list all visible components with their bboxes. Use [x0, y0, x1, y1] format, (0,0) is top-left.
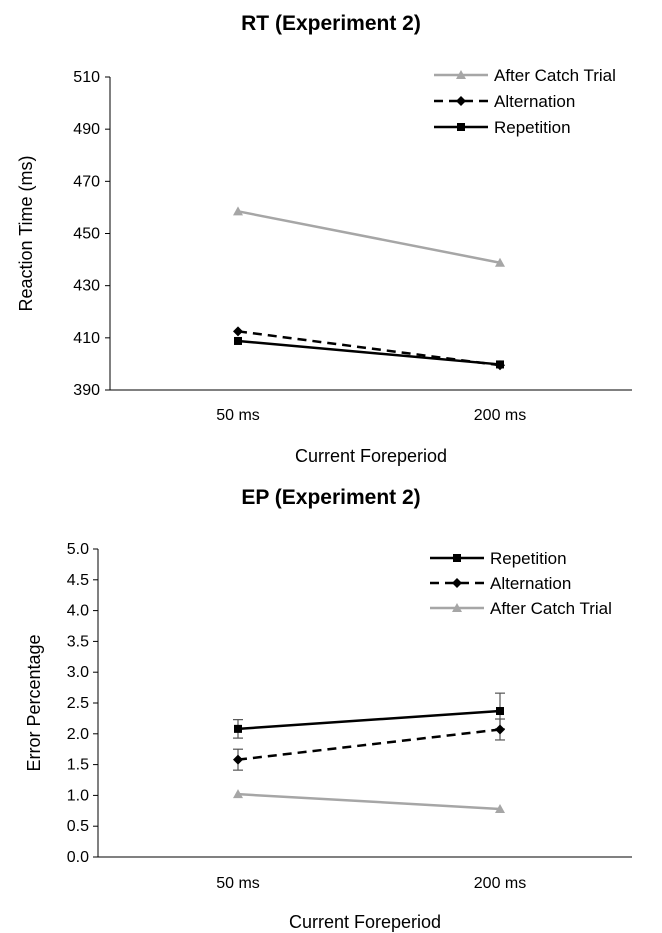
- x-tick-label: 200 ms: [474, 407, 526, 424]
- square-marker: [234, 336, 242, 345]
- legend-label: Alternation: [490, 574, 571, 593]
- y-tick-label: 450: [73, 226, 100, 243]
- series-repetition: [234, 336, 504, 369]
- y-tick-label: 510: [73, 69, 100, 86]
- series-line: [237, 728, 501, 761]
- y-tick-label: 0.5: [67, 818, 89, 835]
- x-axis-label: Current Foreperiod: [295, 446, 447, 466]
- y-tick-label: 5.0: [67, 541, 89, 558]
- triangle-marker: [495, 803, 505, 813]
- y-tick-label: 490: [73, 121, 100, 138]
- legend-label: Repetition: [490, 549, 567, 568]
- ep-chart-panel: EP (Experiment 2) 0.0 0.5 1.0 1.5 2.0 2.5 3.0 3…: [0, 470, 662, 933]
- y-tick-label: 390: [73, 382, 100, 399]
- triangle-marker: [233, 789, 243, 799]
- y-tick-label: 4.0: [67, 603, 89, 620]
- series-repetition: [233, 692, 505, 739]
- legend-entry: After Catch Trial: [434, 66, 616, 85]
- chart-title: RT (Experiment 2): [241, 12, 421, 35]
- y-tick-label: 1.0: [67, 787, 89, 804]
- series-alternation: [233, 326, 505, 371]
- y-tick-label: 3.0: [67, 664, 89, 681]
- x-tick-label: 50 ms: [216, 407, 260, 424]
- y-tick-label: 470: [73, 173, 100, 190]
- diamond-marker: [233, 754, 243, 765]
- y-axis-label: Error Percentage: [24, 634, 44, 771]
- diamond-marker: [452, 578, 462, 588]
- chart-title: EP (Experiment 2): [241, 486, 421, 509]
- triangle-marker: [495, 257, 505, 267]
- y-tick-label: 2.5: [67, 695, 89, 712]
- square-marker: [496, 707, 504, 716]
- rt-chart-panel: RT (Experiment 2) 390 410 430 450 470 490 510 5…: [16, 12, 632, 466]
- triangle-marker: [452, 603, 462, 612]
- diamond-marker: [495, 724, 505, 735]
- square-marker: [453, 554, 461, 562]
- triangle-marker: [233, 206, 243, 216]
- y-tick-label: 410: [73, 330, 100, 347]
- series-after-catch-trial: [233, 206, 505, 267]
- legend-entry: Repetition: [430, 549, 567, 568]
- series-alternation: [233, 718, 505, 771]
- legend-label: After Catch Trial: [490, 599, 612, 618]
- legend-entry: After Catch Trial: [430, 599, 612, 618]
- series-after-catch-trial: [233, 789, 505, 813]
- diamond-marker: [233, 326, 243, 337]
- x-tick-label: 50 ms: [216, 875, 260, 892]
- y-tick-label: 0.0: [67, 849, 89, 866]
- legend-label: Alternation: [494, 92, 575, 111]
- diamond-marker: [456, 96, 466, 106]
- y-tick-label: 3.5: [67, 633, 89, 650]
- y-tick-label: 4.5: [67, 572, 89, 589]
- legend-label: Repetition: [494, 118, 571, 137]
- legend-entry: Alternation: [434, 92, 575, 111]
- y-tick-label: 2.0: [67, 726, 89, 743]
- square-marker: [457, 123, 465, 131]
- x-axis-label: Current Foreperiod: [289, 912, 441, 932]
- y-axis-label: Reaction Time (ms): [16, 155, 36, 311]
- x-tick-label: 200 ms: [474, 875, 526, 892]
- legend-entry: Repetition: [434, 118, 571, 137]
- series-line: [237, 709, 501, 731]
- series-line: [237, 792, 501, 811]
- triangle-marker: [456, 70, 466, 79]
- series-line: [237, 210, 501, 264]
- legend-entry: Alternation: [430, 574, 571, 593]
- square-marker: [234, 724, 242, 733]
- legend-label: After Catch Trial: [494, 66, 616, 85]
- y-tick-label: 1.5: [67, 757, 89, 774]
- square-marker: [496, 360, 504, 369]
- y-tick-label: 430: [73, 278, 100, 295]
- ep-chart: 0.0 0.5 1.0 1.5 2.0 2.5 3.0 3.5 4.0 4.5 5.0 50 ms 20…: [24, 541, 632, 932]
- series-line: [237, 339, 501, 366]
- rt-chart: 390 410 430 450 470 490 510 50 ms 200 ms Current …: [16, 66, 632, 466]
